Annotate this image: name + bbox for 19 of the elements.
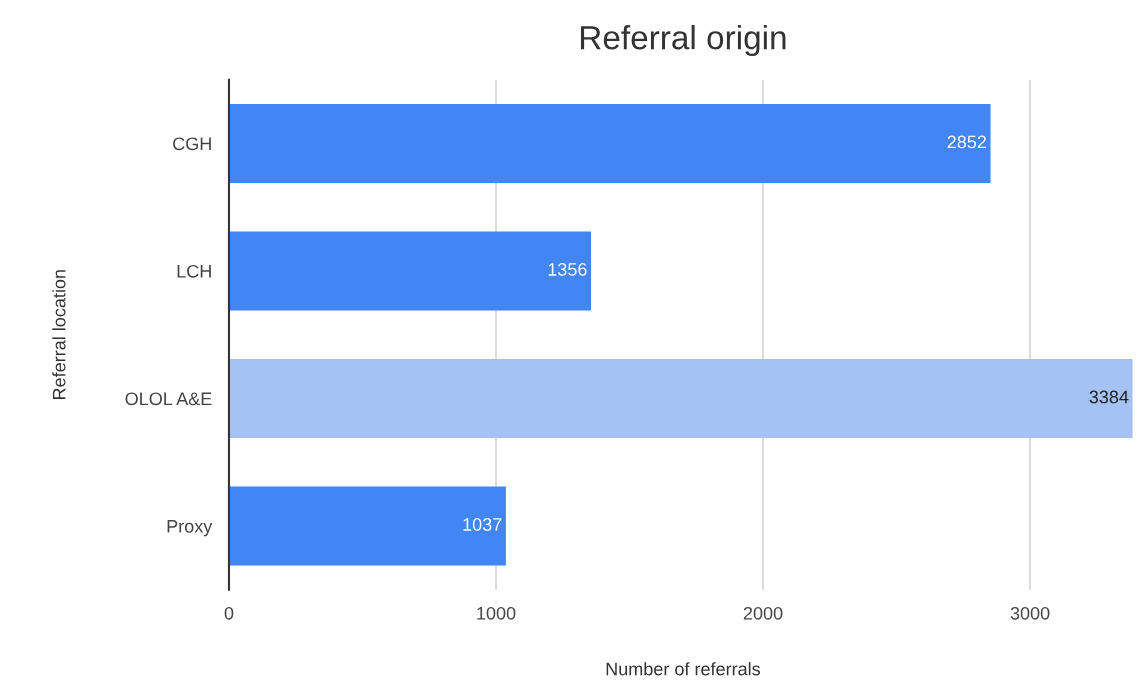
data-label: 1356	[548, 263, 587, 276]
y-tick-label: OLOL A&E	[125, 392, 212, 406]
y-tick-label: Proxy	[167, 520, 213, 537]
bar	[228, 231, 592, 311]
y-tick-label: CGH	[173, 137, 211, 151]
data-label: 2852	[947, 135, 986, 149]
chart-title: Referral origin	[580, 24, 786, 57]
bar	[228, 486, 506, 566]
x-tick-label: 3000	[1010, 606, 1050, 620]
x-axis-title: Number of referrals	[606, 662, 761, 676]
x-tick-label: 2000	[743, 606, 783, 620]
y-tick-label: LCH	[177, 264, 211, 278]
data-label: 3384	[1089, 390, 1129, 404]
bar	[228, 103, 991, 183]
x-tick-label: 1000	[477, 606, 516, 620]
data-label: 1037	[463, 518, 502, 531]
y-axis-title: Referral location	[52, 270, 66, 399]
bar	[228, 358, 1133, 438]
x-tick-label: 0	[224, 606, 234, 620]
